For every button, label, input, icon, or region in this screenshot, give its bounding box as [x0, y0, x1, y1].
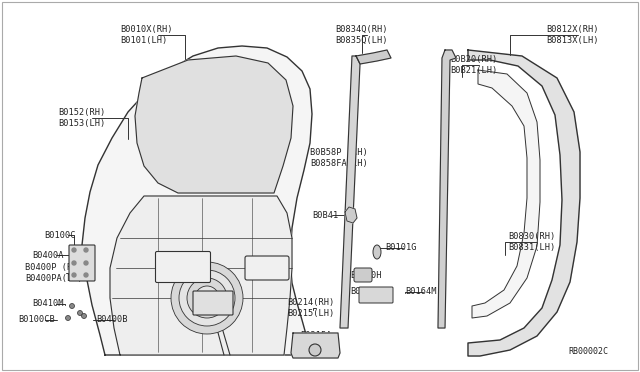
Circle shape	[171, 262, 243, 334]
Polygon shape	[438, 50, 456, 328]
Circle shape	[72, 261, 76, 265]
Circle shape	[77, 311, 83, 315]
Polygon shape	[472, 70, 540, 318]
Polygon shape	[345, 207, 357, 223]
Text: B0410M: B0410M	[32, 299, 63, 308]
FancyBboxPatch shape	[245, 256, 289, 280]
Text: B0834Q(RH)
B0835Q(LH): B0834Q(RH) B0835Q(LH)	[335, 25, 387, 45]
Text: B2120H: B2120H	[350, 272, 381, 280]
Polygon shape	[135, 56, 293, 193]
Circle shape	[309, 344, 321, 356]
Polygon shape	[356, 50, 391, 64]
Text: B0101G: B0101G	[385, 244, 417, 253]
Circle shape	[84, 248, 88, 252]
FancyBboxPatch shape	[359, 287, 393, 303]
Text: B0010X(RH)
B0101(LH): B0010X(RH) B0101(LH)	[120, 25, 173, 45]
Text: B0152(RH)
B0153(LH): B0152(RH) B0153(LH)	[58, 108, 105, 128]
Text: B0B41: B0B41	[312, 211, 339, 219]
Text: RB00002C: RB00002C	[568, 347, 608, 356]
Circle shape	[187, 278, 227, 318]
Text: B0100CB: B0100CB	[18, 315, 55, 324]
Circle shape	[202, 293, 212, 303]
Polygon shape	[340, 56, 360, 328]
Circle shape	[72, 273, 76, 277]
Circle shape	[70, 304, 74, 308]
FancyBboxPatch shape	[69, 245, 95, 281]
Text: B0214(RH)
B0215(LH): B0214(RH) B0215(LH)	[287, 298, 334, 318]
Ellipse shape	[373, 245, 381, 259]
Text: B0400B: B0400B	[96, 315, 127, 324]
Polygon shape	[82, 46, 312, 355]
Circle shape	[65, 315, 70, 321]
Circle shape	[81, 314, 86, 318]
Circle shape	[84, 261, 88, 265]
Text: B0B30A: B0B30A	[185, 289, 216, 298]
Text: B0B58P (RH)
B0858FA(LH): B0B58P (RH) B0858FA(LH)	[310, 148, 368, 168]
Text: B0100C: B0100C	[44, 231, 76, 240]
Text: B0215A: B0215A	[300, 331, 332, 340]
Text: B0839M: B0839M	[185, 314, 216, 323]
Text: B0812X(RH)
B0813X(LH): B0812X(RH) B0813X(LH)	[546, 25, 598, 45]
Polygon shape	[291, 333, 340, 358]
Polygon shape	[468, 50, 580, 356]
Text: B0400P (RH)
B0400PA(LH): B0400P (RH) B0400PA(LH)	[25, 263, 83, 283]
Circle shape	[72, 248, 76, 252]
Text: B0400A: B0400A	[32, 250, 63, 260]
Circle shape	[179, 270, 235, 326]
Circle shape	[84, 273, 88, 277]
Circle shape	[195, 286, 219, 310]
Polygon shape	[110, 196, 292, 355]
Text: B0100CA: B0100CA	[350, 288, 387, 296]
Text: B0164M: B0164M	[405, 288, 436, 296]
FancyBboxPatch shape	[193, 291, 233, 315]
FancyBboxPatch shape	[156, 251, 211, 282]
Text: B0830(RH)
B0831(LH): B0830(RH) B0831(LH)	[508, 232, 556, 252]
Text: B0B20(RH)
B0B21(LH): B0B20(RH) B0B21(LH)	[450, 55, 497, 75]
FancyBboxPatch shape	[354, 268, 372, 282]
